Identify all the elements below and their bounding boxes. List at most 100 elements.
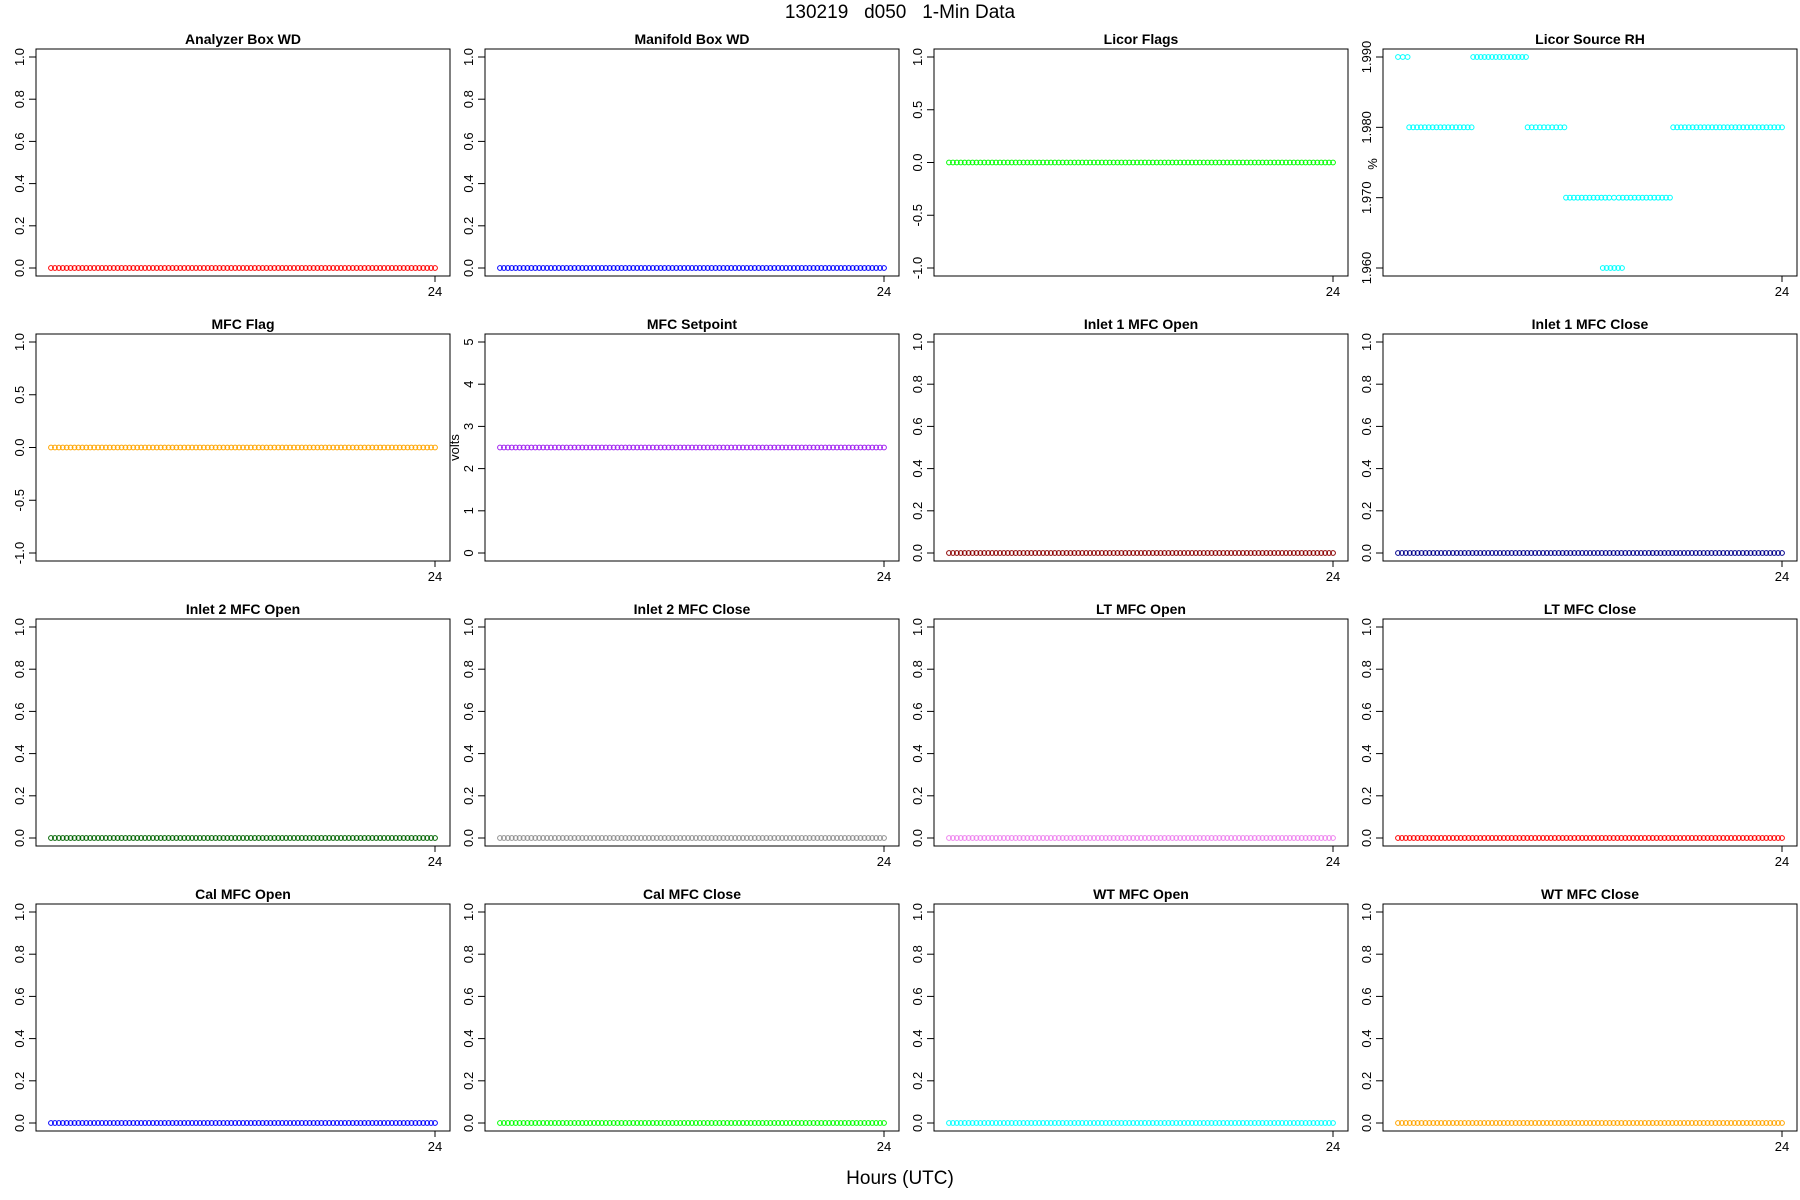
data-point	[775, 265, 782, 271]
y-tick-label: 0.8	[12, 660, 27, 678]
data-point	[977, 835, 984, 841]
data-point	[1547, 550, 1554, 556]
data-point	[877, 444, 883, 451]
data-point	[244, 265, 250, 271]
plot-frame	[933, 903, 1349, 1132]
data-point	[1430, 1120, 1437, 1126]
data-point	[865, 1120, 872, 1126]
data-point	[1153, 1120, 1160, 1126]
data-point	[1318, 550, 1325, 556]
data-point	[1645, 835, 1652, 841]
data-series	[946, 159, 1336, 166]
data-point	[1110, 159, 1117, 166]
data-point	[1685, 1120, 1691, 1126]
data-point	[408, 444, 415, 451]
data-point	[1732, 124, 1739, 131]
data-point	[1302, 550, 1309, 556]
data-point	[849, 835, 856, 841]
data-point	[1177, 1120, 1184, 1126]
data-point	[1283, 550, 1289, 556]
data-point	[146, 444, 152, 451]
data-point	[693, 444, 699, 451]
data-point	[508, 444, 515, 451]
data-point	[1663, 194, 1669, 201]
data-point	[1036, 835, 1043, 841]
y-tick-label: 0.8	[910, 375, 925, 393]
data-point	[1470, 54, 1477, 60]
y-tick-label: 0.2	[12, 787, 27, 805]
data-point	[251, 835, 258, 841]
data-point	[1314, 159, 1321, 166]
data-point	[1477, 835, 1484, 841]
data-point	[1575, 1120, 1582, 1126]
data-point	[1024, 1120, 1031, 1126]
data-point	[1603, 265, 1610, 271]
data-point	[1239, 1120, 1246, 1126]
data-point	[551, 1120, 558, 1126]
data-point	[689, 1120, 695, 1126]
data-point	[232, 835, 239, 841]
data-point	[583, 265, 590, 271]
x-tick-label: 24	[877, 1139, 891, 1154]
data-point	[669, 265, 676, 271]
data-point	[310, 444, 317, 451]
data-point	[614, 835, 621, 841]
data-point	[540, 835, 547, 841]
y-tick-label: 0.5	[910, 101, 925, 119]
data-point	[1263, 159, 1270, 166]
data-point	[110, 444, 117, 451]
data-point	[1028, 1120, 1035, 1126]
data-point	[83, 265, 90, 271]
data-point	[657, 444, 664, 451]
data-point	[661, 835, 668, 841]
data-point	[1157, 550, 1164, 556]
data-point	[869, 835, 876, 841]
data-point	[1228, 1120, 1235, 1126]
data-point	[1079, 550, 1086, 556]
data-point	[212, 444, 219, 451]
data-point	[579, 1120, 586, 1126]
data-point	[1181, 835, 1188, 841]
data-point	[75, 444, 82, 451]
data-point	[977, 550, 984, 556]
data-point	[755, 835, 762, 841]
data-point	[1036, 550, 1043, 556]
data-point	[1318, 159, 1325, 166]
data-point	[255, 835, 262, 841]
data-point	[1587, 550, 1593, 556]
y-tick-label: 0.6	[461, 987, 476, 1005]
data-point	[1555, 835, 1562, 841]
data-point	[1586, 194, 1593, 201]
data-point	[1541, 124, 1547, 131]
data-point	[236, 444, 242, 451]
data-point	[1708, 550, 1715, 556]
data-point	[591, 265, 597, 271]
data-point	[693, 1120, 699, 1126]
data-point	[71, 1120, 78, 1126]
data-point	[767, 835, 774, 841]
data-point	[1232, 835, 1238, 841]
data-point	[1138, 835, 1144, 841]
data-point	[563, 265, 570, 271]
data-series	[497, 835, 887, 841]
data-point	[185, 444, 192, 451]
data-point	[1579, 550, 1586, 556]
data-point	[759, 444, 766, 451]
data-point	[873, 444, 880, 451]
data-point	[826, 835, 833, 841]
chart-title: LT MFC Close	[1544, 601, 1637, 617]
data-point	[1594, 194, 1601, 201]
data-point	[1543, 1120, 1550, 1126]
data-point	[1587, 835, 1593, 841]
x-tick-label: 24	[877, 854, 891, 869]
data-point	[173, 1120, 180, 1126]
data-point	[1771, 1120, 1778, 1126]
data-point	[853, 444, 860, 451]
data-point	[1267, 1120, 1274, 1126]
x-tick-label: 24	[1326, 854, 1340, 869]
data-point	[1306, 1120, 1313, 1126]
data-point	[740, 835, 746, 841]
data-point	[1126, 835, 1133, 841]
data-point	[818, 1120, 825, 1126]
data-point	[1169, 550, 1176, 556]
